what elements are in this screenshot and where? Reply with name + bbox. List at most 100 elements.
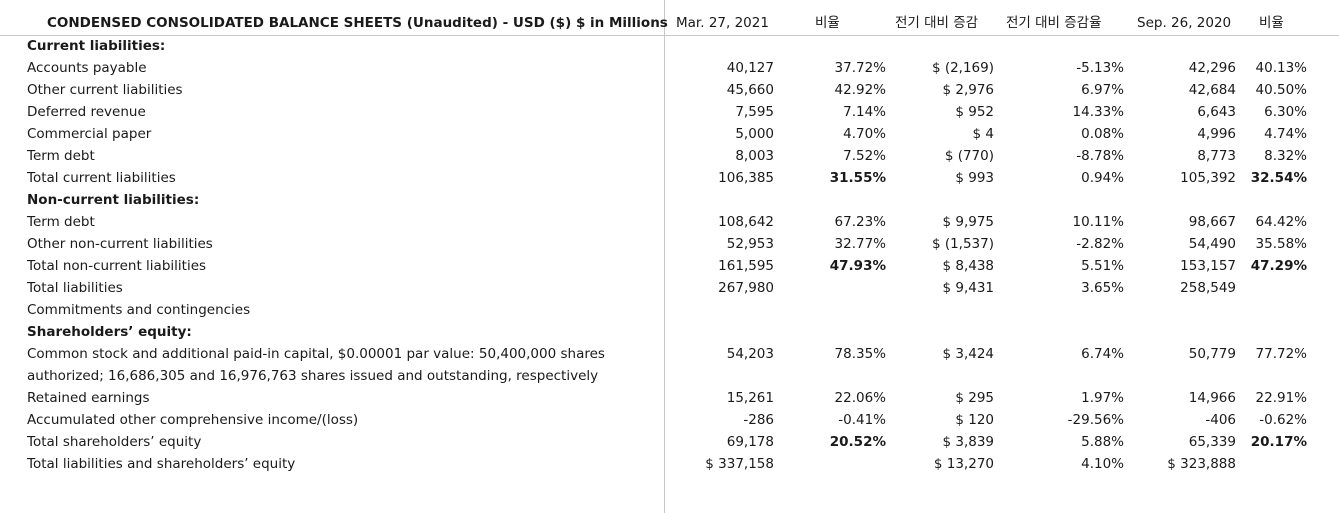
change-rate: 4.10%: [1081, 456, 1124, 472]
ratio-current: 22.06%: [834, 390, 886, 406]
change-value: $ 993: [955, 170, 994, 186]
ratio-prior: 40.13%: [1255, 60, 1307, 76]
ratio-prior: 40.50%: [1255, 82, 1307, 98]
row-label: Common stock and additional paid-in capi…: [27, 346, 605, 362]
value-mar-2021: $ 337,158: [705, 456, 774, 472]
value-sep-2020: 54,490: [1188, 236, 1236, 252]
value-mar-2021: -286: [743, 412, 774, 428]
value-mar-2021: 69,178: [726, 434, 774, 450]
ratio-current: 47.93%: [829, 258, 886, 274]
value-mar-2021: 5,000: [735, 126, 774, 142]
change-rate: 5.51%: [1081, 258, 1124, 274]
change-value: $ 3,424: [942, 346, 994, 362]
value-mar-2021: 161,595: [718, 258, 774, 274]
row-label: Retained earnings: [27, 390, 150, 406]
value-sep-2020: 42,296: [1188, 60, 1236, 76]
value-sep-2020: 65,339: [1188, 434, 1236, 450]
value-mar-2021: 7,595: [735, 104, 774, 120]
value-mar-2021: 15,261: [726, 390, 774, 406]
change-value: $ (2,169): [931, 60, 994, 76]
value-sep-2020: 98,667: [1188, 214, 1236, 230]
ratio-current: -0.41%: [838, 412, 886, 428]
change-rate: 0.94%: [1081, 170, 1124, 186]
change-value: $ (1,537): [931, 236, 994, 252]
ratio-current: 4.70%: [843, 126, 886, 142]
row-label: Other non-current liabilities: [27, 236, 213, 252]
header-ratio-prior: 비율: [1259, 15, 1284, 31]
change-value: $ 120: [955, 412, 994, 428]
header-divider: [0, 35, 1339, 36]
row-label: Shareholders’ equity:: [27, 324, 192, 340]
value-sep-2020: -406: [1205, 412, 1236, 428]
value-mar-2021: 52,953: [726, 236, 774, 252]
change-value: $ 4: [972, 126, 994, 142]
value-sep-2020: 153,157: [1180, 258, 1236, 274]
value-sep-2020: 6,643: [1197, 104, 1236, 120]
header-mar-2021: Mar. 27, 2021: [676, 15, 769, 31]
ratio-current: 31.55%: [829, 170, 886, 186]
value-sep-2020: 8,773: [1197, 148, 1236, 164]
ratio-prior: 22.91%: [1255, 390, 1307, 406]
ratio-prior: 32.54%: [1250, 170, 1307, 186]
value-sep-2020: 42,684: [1188, 82, 1236, 98]
ratio-prior: 8.32%: [1264, 148, 1307, 164]
ratio-prior: 77.72%: [1255, 346, 1307, 362]
change-value: $ 13,270: [933, 456, 994, 472]
change-rate: -8.78%: [1076, 148, 1124, 164]
ratio-current: 20.52%: [829, 434, 886, 450]
value-mar-2021: 267,980: [718, 280, 774, 296]
row-label: Total liabilities and shareholders’ equi…: [27, 456, 296, 472]
value-mar-2021: 40,127: [726, 60, 774, 76]
row-label: Deferred revenue: [27, 104, 146, 120]
value-sep-2020: 4,996: [1197, 126, 1236, 142]
value-mar-2021: 54,203: [726, 346, 774, 362]
change-rate: 6.74%: [1081, 346, 1124, 362]
header-change: 전기 대비 증감: [895, 15, 979, 31]
value-sep-2020: 50,779: [1188, 346, 1236, 362]
ratio-prior: -0.62%: [1259, 412, 1307, 428]
change-rate: -29.56%: [1067, 412, 1124, 428]
ratio-current: 42.92%: [834, 82, 886, 98]
change-rate: 5.88%: [1081, 434, 1124, 450]
ratio-prior: 35.58%: [1255, 236, 1307, 252]
ratio-current: 67.23%: [834, 214, 886, 230]
row-label: Total non-current liabilities: [27, 258, 207, 274]
change-value: $ (770): [944, 148, 994, 164]
row-label: Term debt: [27, 148, 95, 164]
row-label: Total liabilities: [27, 280, 123, 296]
change-rate: -5.13%: [1076, 60, 1124, 76]
change-rate: 1.97%: [1081, 390, 1124, 406]
value-mar-2021: 8,003: [735, 148, 774, 164]
sheet-title: CONDENSED CONSOLIDATED BALANCE SHEETS (U…: [47, 15, 668, 31]
ratio-prior: 64.42%: [1255, 214, 1307, 230]
change-rate: 3.65%: [1081, 280, 1124, 296]
ratio-prior: 47.29%: [1250, 258, 1307, 274]
value-mar-2021: 108,642: [718, 214, 774, 230]
change-rate: 6.97%: [1081, 82, 1124, 98]
ratio-prior: 4.74%: [1264, 126, 1307, 142]
row-label: Commercial paper: [27, 126, 152, 142]
change-value: $ 952: [955, 104, 994, 120]
ratio-current: 32.77%: [834, 236, 886, 252]
ratio-current: 7.52%: [843, 148, 886, 164]
row-label: Other current liabilities: [27, 82, 183, 98]
row-label: Total current liabilities: [27, 170, 176, 186]
value-sep-2020: 105,392: [1180, 170, 1236, 186]
value-sep-2020: 14,966: [1188, 390, 1236, 406]
row-label: Non-current liabilities:: [27, 192, 200, 208]
header-change-rate: 전기 대비 증감율: [1006, 15, 1102, 31]
value-sep-2020: $ 323,888: [1167, 456, 1236, 472]
value-mar-2021: 45,660: [726, 82, 774, 98]
change-rate: 14.33%: [1072, 104, 1124, 120]
ratio-prior: 6.30%: [1264, 104, 1307, 120]
change-value: $ 8,438: [942, 258, 994, 274]
change-value: $ 295: [955, 390, 994, 406]
row-label: Term debt: [27, 214, 95, 230]
ratio-prior: 20.17%: [1250, 434, 1307, 450]
row-label: Commitments and contingencies: [27, 302, 251, 318]
row-label: Accounts payable: [27, 60, 147, 76]
value-mar-2021: 106,385: [718, 170, 774, 186]
change-value: $ 9,975: [942, 214, 994, 230]
row-label: Accumulated other comprehensive income/(…: [27, 412, 359, 428]
